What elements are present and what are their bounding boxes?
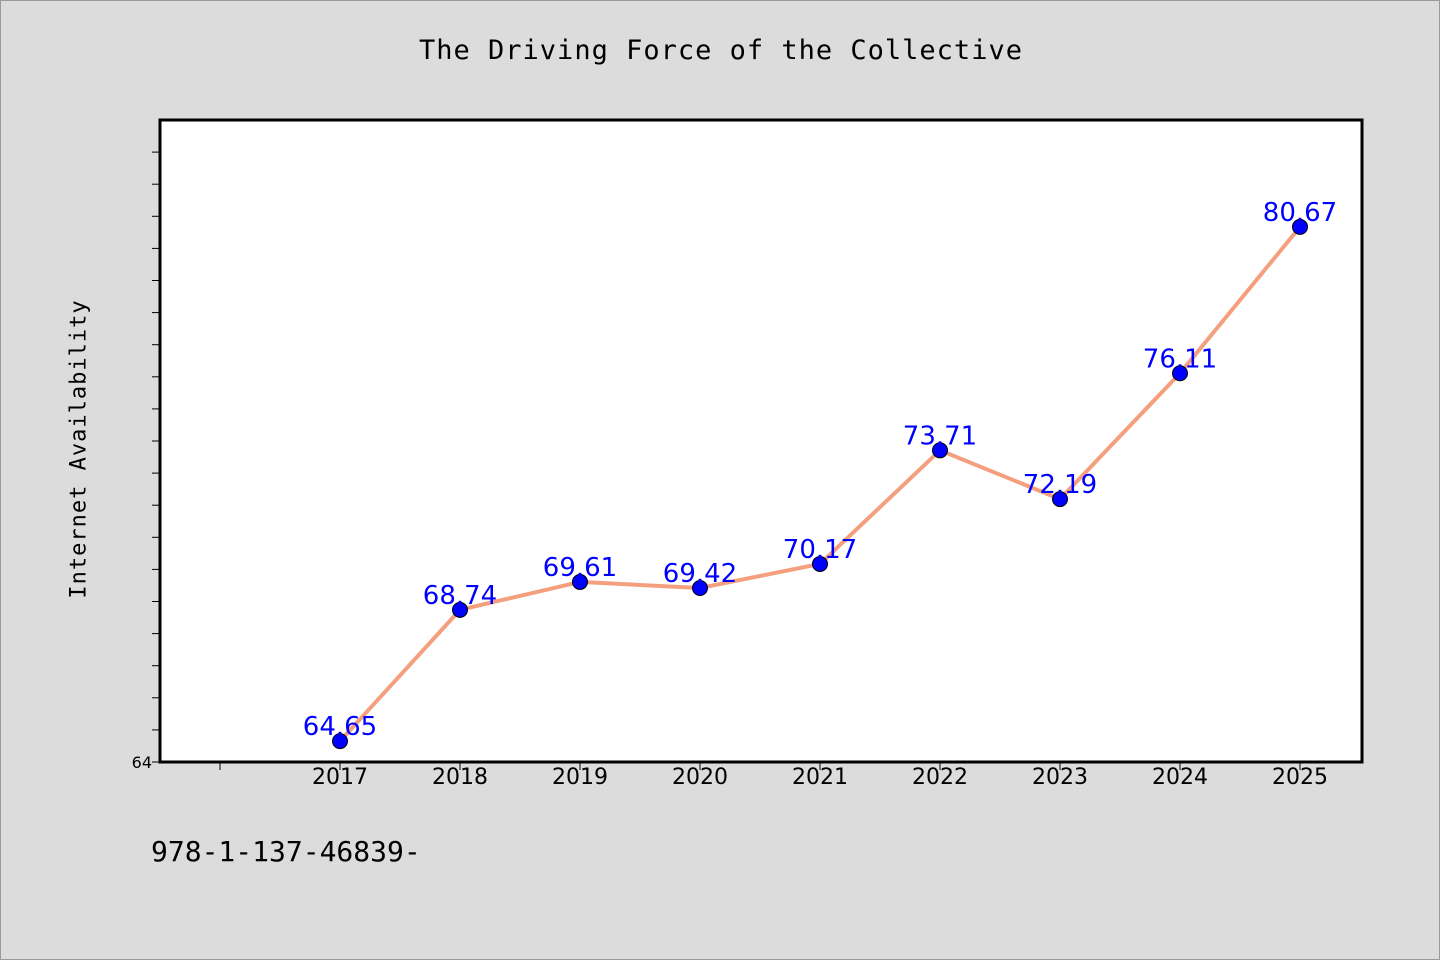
data-markers <box>332 218 1308 750</box>
data-point <box>332 733 348 750</box>
x-tick-label: 2019 <box>552 765 608 790</box>
data-label: 80.67 <box>1263 198 1337 228</box>
plot-area <box>158 118 1364 764</box>
x-tick-label: 2024 <box>1152 765 1208 790</box>
data-point <box>572 573 588 590</box>
footer-code: 978-1-137-46839- <box>151 835 421 868</box>
data-point <box>1292 218 1308 235</box>
data-label: 64.65 <box>303 712 377 742</box>
data-labels: 64.65 68.74 69.61 69.42 70.17 73.71 72.19 76.11… <box>303 198 1337 742</box>
x-tick-label: 2020 <box>672 765 728 790</box>
x-tick-label: 2022 <box>912 765 968 790</box>
x-tick-label: 2025 <box>1272 765 1328 790</box>
data-label: 72.19 <box>1023 470 1097 500</box>
x-tick-label: 2021 <box>792 765 848 790</box>
data-point <box>452 601 468 618</box>
data-label: 69.61 <box>543 553 617 583</box>
data-label: 70.17 <box>783 535 857 565</box>
data-point <box>1172 365 1188 382</box>
x-tick-label: 2018 <box>432 765 488 790</box>
x-tick-label: 2017 <box>312 765 368 790</box>
data-point <box>932 442 948 459</box>
x-axis-ticks: 2017 2018 2019 2020 2021 2022 2023 2024 2025 <box>219 762 1328 790</box>
y-tick-label: 64 <box>132 753 152 772</box>
data-label: 76.11 <box>1143 344 1217 374</box>
y-axis-ticks: 64 <box>132 151 160 772</box>
chart-title: The Driving Force of the Collective <box>419 35 1023 66</box>
x-tick-label: 2023 <box>1032 765 1088 790</box>
data-label: 69.42 <box>663 559 737 589</box>
data-label: 68.74 <box>423 581 497 611</box>
data-point <box>692 580 708 597</box>
data-point <box>812 555 828 572</box>
data-point <box>1052 491 1068 508</box>
data-label: 73.71 <box>903 421 977 451</box>
